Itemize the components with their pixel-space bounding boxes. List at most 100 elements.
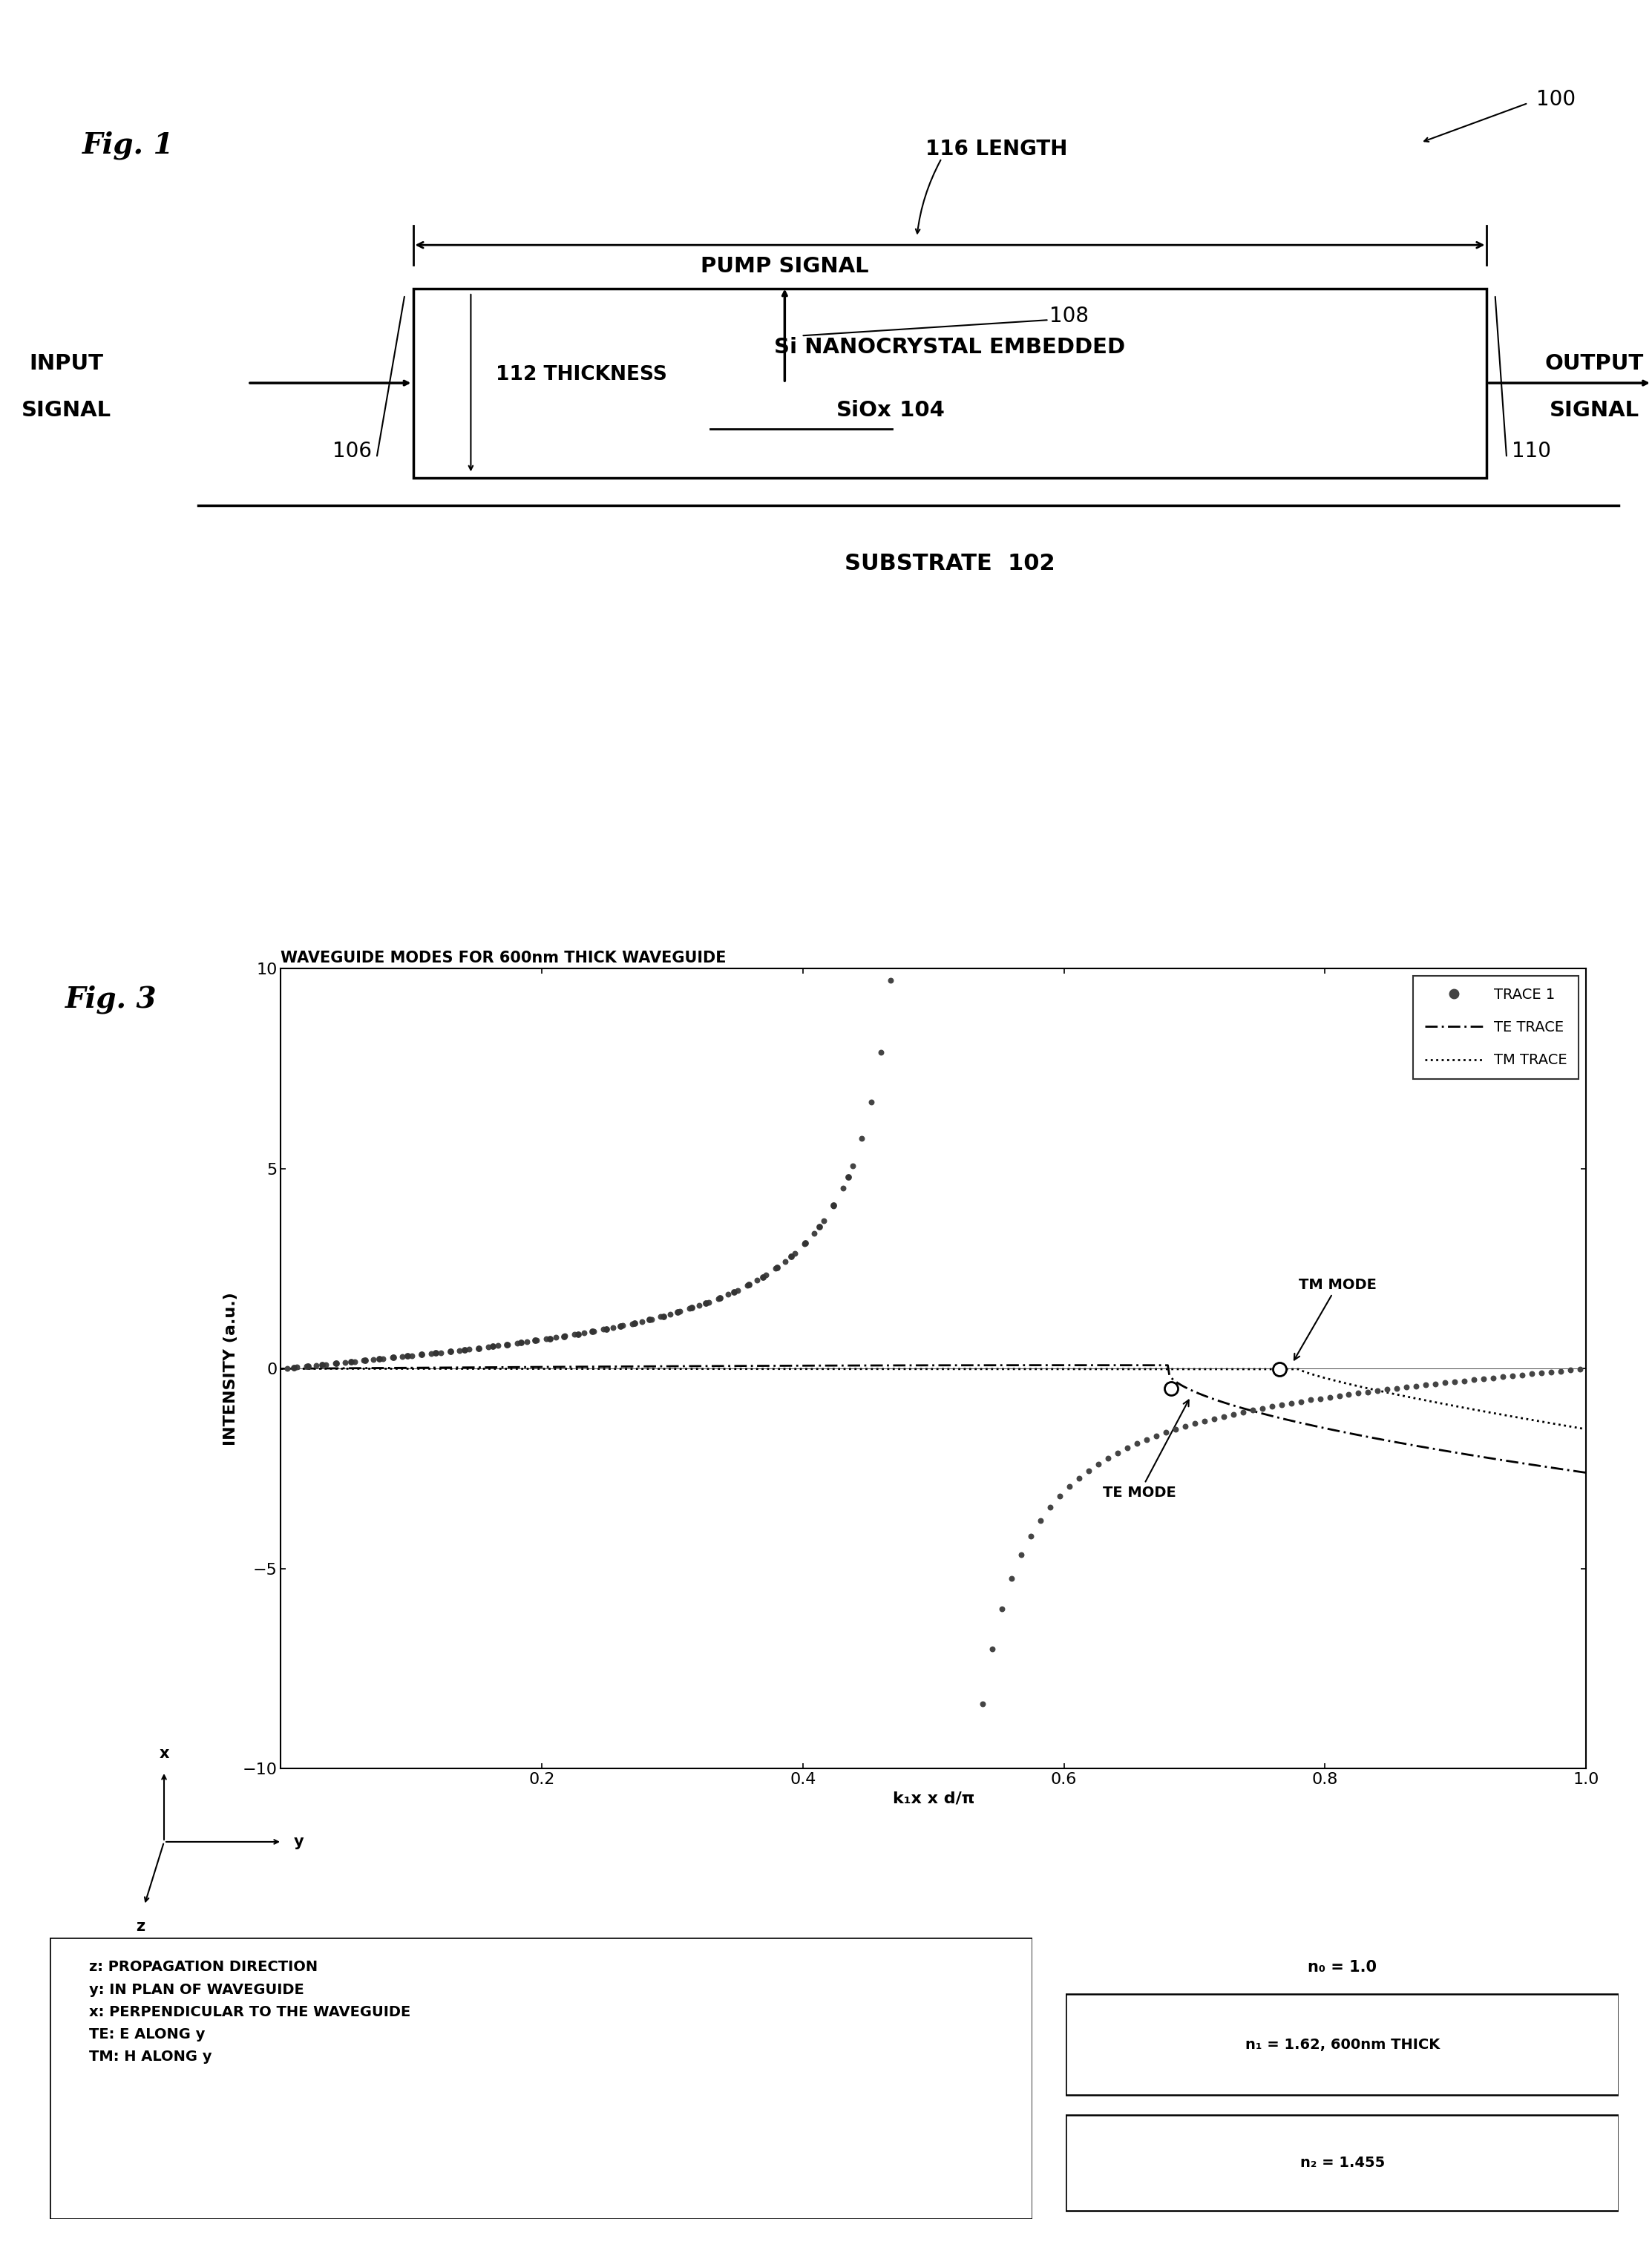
Point — [620, 1304, 646, 1341]
Text: 116 LENGTH: 116 LENGTH — [925, 137, 1067, 160]
Point — [1008, 1537, 1034, 1573]
Point — [839, 1149, 866, 1185]
Point — [1307, 1381, 1333, 1417]
Point — [395, 1338, 421, 1374]
Point — [1028, 1503, 1054, 1539]
Text: n₀ = 1.0: n₀ = 1.0 — [1308, 1960, 1376, 1976]
Point — [1470, 1361, 1497, 1397]
Text: SUBSTRATE  102: SUBSTRATE 102 — [844, 552, 1056, 575]
Point — [834, 1158, 861, 1194]
Point — [771, 1244, 798, 1280]
Point — [867, 1034, 894, 1070]
Point — [733, 1268, 760, 1304]
Point — [1297, 1381, 1323, 1417]
Point — [398, 1338, 425, 1374]
Point — [1046, 1478, 1072, 1514]
Point — [281, 1350, 307, 1386]
Point — [724, 1273, 750, 1309]
Point — [664, 1293, 691, 1329]
Point — [791, 1226, 818, 1262]
Point — [1269, 1386, 1295, 1422]
Point — [628, 1304, 654, 1341]
Point — [750, 1259, 776, 1295]
Point — [438, 1334, 464, 1370]
Point — [274, 1350, 301, 1386]
Point — [1412, 1368, 1439, 1404]
Point — [1259, 1388, 1285, 1424]
Point — [370, 1341, 396, 1377]
Point — [806, 1208, 833, 1244]
Point — [1355, 1374, 1381, 1410]
Point — [1153, 1415, 1180, 1451]
Point — [692, 1284, 719, 1320]
Point — [1528, 1354, 1555, 1390]
Point — [1422, 1365, 1449, 1401]
Point — [1508, 1356, 1535, 1392]
Text: INPUT: INPUT — [30, 354, 102, 374]
Point — [980, 1631, 1006, 1667]
Point — [1442, 1363, 1469, 1399]
Text: Fig. 3: Fig. 3 — [64, 985, 157, 1014]
Point — [494, 1327, 520, 1363]
Point — [707, 1280, 733, 1316]
Point — [479, 1329, 506, 1365]
Point — [294, 1347, 320, 1383]
Point — [324, 1345, 350, 1381]
Point — [451, 1332, 477, 1368]
Point — [572, 1316, 598, 1352]
Text: 104: 104 — [892, 401, 945, 421]
Point — [1327, 1377, 1353, 1413]
Point — [877, 962, 904, 998]
Point — [600, 1309, 626, 1345]
Point — [735, 1266, 762, 1302]
Text: SIGNAL: SIGNAL — [1550, 401, 1639, 421]
Point — [1018, 1519, 1044, 1555]
Point — [532, 1320, 558, 1356]
Point — [322, 1345, 349, 1381]
Point — [1403, 1368, 1429, 1404]
Point — [367, 1341, 393, 1377]
Point — [1181, 1406, 1208, 1442]
Point — [514, 1325, 540, 1361]
Point — [1229, 1395, 1256, 1431]
Point — [428, 1334, 454, 1370]
Point — [960, 1769, 986, 1805]
Point — [1104, 1435, 1130, 1471]
Point — [970, 1685, 996, 1721]
Point — [849, 1120, 876, 1156]
Point — [504, 1325, 530, 1361]
Point — [1075, 1453, 1102, 1489]
FancyBboxPatch shape — [1066, 2116, 1619, 2210]
Text: Fig. 1: Fig. 1 — [83, 131, 173, 160]
Text: TM MODE: TM MODE — [1294, 1277, 1376, 1361]
Point — [593, 1311, 620, 1347]
Point — [1056, 1469, 1082, 1505]
Point — [1287, 1383, 1313, 1419]
Point — [793, 1226, 819, 1262]
Point — [819, 1187, 846, 1223]
Point — [590, 1311, 616, 1347]
Point — [608, 1309, 634, 1345]
Text: n₂ = 1.455: n₂ = 1.455 — [1300, 2156, 1384, 2170]
Point — [1191, 1404, 1218, 1440]
Point — [715, 1277, 742, 1313]
Text: TE MODE: TE MODE — [1104, 1399, 1189, 1500]
Point — [332, 1345, 358, 1381]
Text: n₁ = 1.62, 600nm THICK: n₁ = 1.62, 600nm THICK — [1246, 2037, 1439, 2052]
Point — [763, 1250, 790, 1286]
Y-axis label: INTENSITY (a.u.): INTENSITY (a.u.) — [223, 1291, 238, 1446]
Point — [408, 1336, 434, 1372]
Point — [1500, 1359, 1526, 1395]
Point — [722, 1273, 748, 1309]
Point — [352, 1343, 378, 1379]
Point — [998, 1561, 1024, 1597]
Text: 110: 110 — [1512, 442, 1551, 462]
Text: 112 THICKNESS: 112 THICKNESS — [496, 365, 667, 385]
Point — [1211, 1399, 1237, 1435]
Text: Si NANOCRYSTAL EMBEDDED: Si NANOCRYSTAL EMBEDDED — [775, 338, 1125, 358]
Point — [1460, 1361, 1487, 1397]
Point — [859, 1084, 885, 1120]
Point — [1548, 1354, 1574, 1390]
Point — [1171, 1408, 1198, 1444]
Point — [1219, 1397, 1246, 1433]
